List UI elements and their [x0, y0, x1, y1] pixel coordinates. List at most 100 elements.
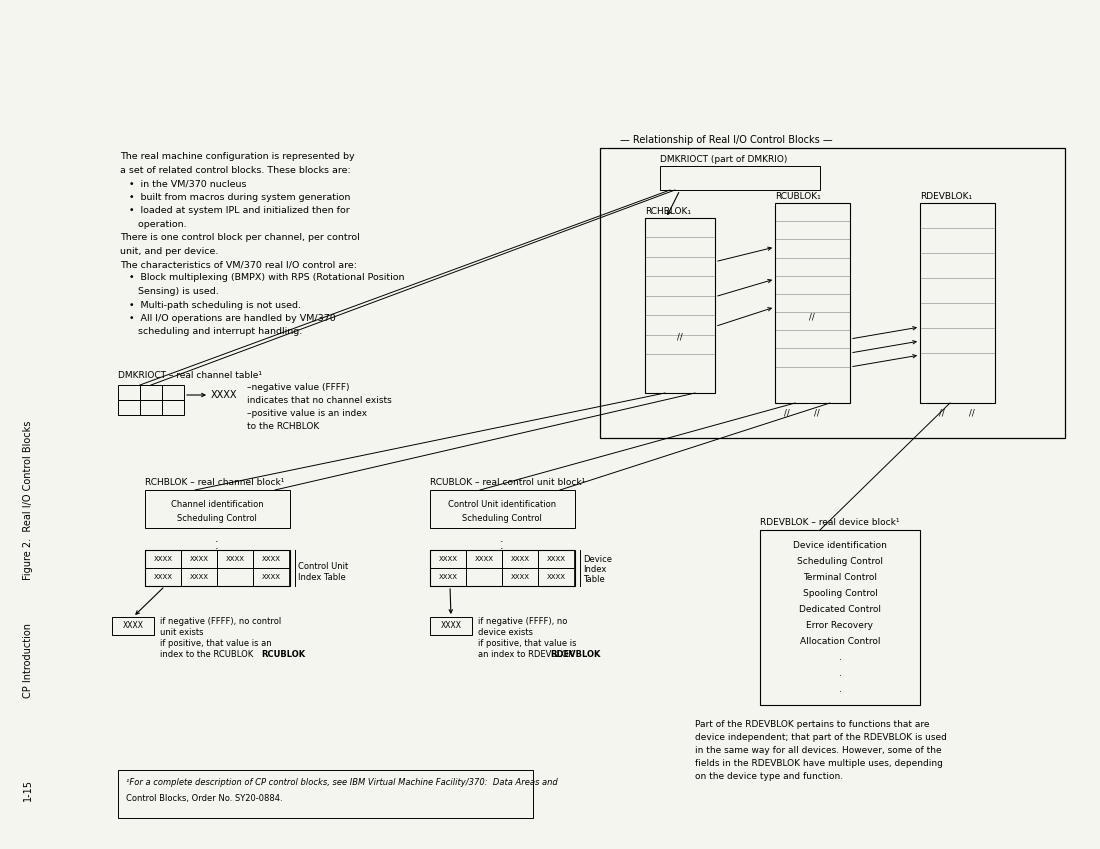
Text: .: .: [500, 534, 504, 544]
Text: RCUBLOK: RCUBLOK: [261, 650, 305, 659]
Text: operation.: operation.: [120, 220, 187, 228]
Bar: [253, 550, 289, 568]
Text: •  loaded at system IPL and initialized then for: • loaded at system IPL and initialized t…: [120, 206, 350, 215]
Text: //: //: [939, 408, 945, 417]
Bar: [162, 385, 184, 400]
Text: XXXX: XXXX: [226, 556, 244, 562]
Text: in the same way for all devices. However, some of the: in the same way for all devices. However…: [695, 746, 942, 755]
Text: •  built from macros during system generation: • built from macros during system genera…: [120, 193, 351, 201]
Text: .: .: [838, 685, 842, 694]
Bar: [140, 385, 162, 400]
Text: if positive, that value is an: if positive, that value is an: [160, 639, 272, 648]
Bar: [145, 490, 290, 528]
Text: Channel identification: Channel identification: [170, 500, 263, 509]
Text: XXXX: XXXX: [189, 556, 209, 562]
Bar: [760, 530, 920, 705]
Text: //: //: [678, 333, 683, 341]
Text: unit, and per device.: unit, and per device.: [120, 246, 219, 256]
Text: XXXX: XXXX: [547, 556, 565, 562]
Text: XXXX: XXXX: [122, 621, 143, 631]
Text: RDEVBLOK – real device block¹: RDEVBLOK – real device block¹: [760, 518, 900, 527]
Text: DMKRIOCT – real channel table¹: DMKRIOCT – real channel table¹: [118, 371, 262, 380]
Text: CP Introduction: CP Introduction: [23, 622, 33, 698]
Bar: [502, 568, 538, 586]
Bar: [140, 400, 162, 415]
Text: RCHBLOK₁: RCHBLOK₁: [645, 207, 691, 216]
Text: XXXX: XXXX: [510, 574, 529, 580]
Text: Scheduling Control: Scheduling Control: [177, 514, 257, 523]
Text: Control Unit: Control Unit: [298, 562, 349, 571]
Text: .: .: [838, 670, 842, 678]
Text: fields in the RDEVBLOK have multiple uses, depending: fields in the RDEVBLOK have multiple use…: [695, 759, 943, 768]
Bar: [253, 568, 289, 586]
Bar: [182, 550, 217, 568]
Bar: [118, 770, 534, 818]
Text: unit exists: unit exists: [160, 628, 204, 637]
Bar: [118, 385, 140, 400]
Bar: [920, 203, 996, 403]
Text: Figure 2.  Real I/O Control Blocks: Figure 2. Real I/O Control Blocks: [23, 420, 33, 580]
Text: if negative (FFFF), no control: if negative (FFFF), no control: [160, 617, 282, 626]
Text: XXXX: XXXX: [211, 390, 238, 400]
Text: indicates that no channel exists: indicates that no channel exists: [248, 396, 392, 405]
Bar: [466, 568, 502, 586]
Text: — Relationship of Real I/O Control Blocks —: — Relationship of Real I/O Control Block…: [620, 135, 833, 145]
Text: XXXX: XXXX: [439, 574, 458, 580]
Text: RCUBLOK – real control unit block¹: RCUBLOK – real control unit block¹: [430, 478, 585, 487]
Bar: [145, 550, 290, 586]
Bar: [538, 568, 574, 586]
Bar: [182, 568, 217, 586]
Text: The characteristics of VM/370 real I/O control are:: The characteristics of VM/370 real I/O c…: [120, 260, 358, 269]
Text: •  Block multiplexing (BMPX) with RPS (Rotational Position: • Block multiplexing (BMPX) with RPS (Ro…: [120, 273, 405, 283]
Bar: [430, 550, 575, 586]
Text: .: .: [216, 541, 219, 551]
Text: an index to RDEVBLOK: an index to RDEVBLOK: [478, 650, 574, 659]
Text: //: //: [969, 408, 975, 417]
Text: 1-15: 1-15: [23, 779, 33, 801]
Bar: [645, 218, 715, 393]
Bar: [217, 568, 253, 586]
Text: Sensing) is used.: Sensing) is used.: [120, 287, 219, 296]
Bar: [112, 617, 154, 635]
Text: XXXX: XXXX: [154, 556, 173, 562]
Text: //: //: [814, 408, 820, 417]
Text: Error Recovery: Error Recovery: [806, 621, 873, 631]
Bar: [145, 550, 182, 568]
Text: Device identification: Device identification: [793, 542, 887, 550]
Bar: [466, 550, 502, 568]
Bar: [217, 550, 253, 568]
Bar: [145, 568, 182, 586]
Text: .: .: [500, 541, 504, 551]
Text: Scheduling Control: Scheduling Control: [462, 514, 542, 523]
Text: .: .: [216, 534, 219, 544]
Bar: [162, 400, 184, 415]
Text: XXXX: XXXX: [262, 556, 280, 562]
Text: DMKRIOCT (part of DMKRIO): DMKRIOCT (part of DMKRIO): [660, 155, 788, 164]
Text: RCHBLOK – real channel block¹: RCHBLOK – real channel block¹: [145, 478, 285, 487]
Bar: [538, 550, 574, 568]
Text: Table: Table: [583, 575, 605, 584]
Bar: [430, 617, 472, 635]
Text: Scheduling Control: Scheduling Control: [798, 558, 883, 566]
Text: RDEVBLOK₁: RDEVBLOK₁: [920, 192, 972, 201]
Text: Terminal Control: Terminal Control: [803, 574, 877, 582]
Text: if positive, that value is: if positive, that value is: [478, 639, 576, 648]
Text: Control Blocks, Order No. SY20-0884.: Control Blocks, Order No. SY20-0884.: [126, 794, 283, 803]
Text: There is one control block per channel, per control: There is one control block per channel, …: [120, 233, 360, 242]
Bar: [502, 550, 538, 568]
Bar: [600, 148, 1065, 438]
Text: •  in the VM/370 nucleus: • in the VM/370 nucleus: [120, 179, 246, 188]
Text: –positive value is an index: –positive value is an index: [248, 409, 367, 418]
Text: XXXX: XXXX: [439, 556, 458, 562]
Text: Part of the RDEVBLOK pertains to functions that are: Part of the RDEVBLOK pertains to functio…: [695, 720, 930, 729]
Text: to the RCHBLOK: to the RCHBLOK: [248, 422, 319, 431]
Text: XXXX: XXXX: [547, 574, 565, 580]
Bar: [430, 568, 466, 586]
Text: on the device type and function.: on the device type and function.: [695, 772, 843, 781]
Text: Allocation Control: Allocation Control: [800, 638, 880, 646]
Text: XXXX: XXXX: [154, 574, 173, 580]
Text: device independent; that part of the RDEVBLOK is used: device independent; that part of the RDE…: [695, 733, 947, 742]
Text: –negative value (FFFF): –negative value (FFFF): [248, 383, 350, 392]
Bar: [660, 166, 820, 190]
Text: device exists: device exists: [478, 628, 534, 637]
